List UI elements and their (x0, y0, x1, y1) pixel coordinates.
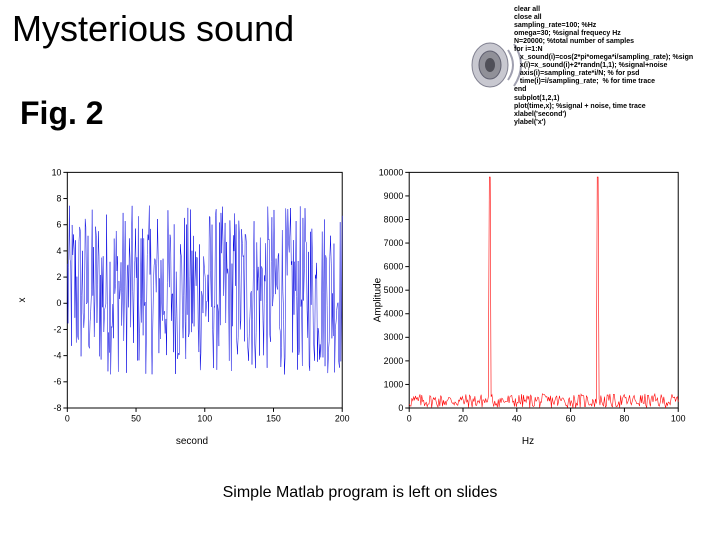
svg-text:1000: 1000 (384, 379, 404, 389)
svg-text:80: 80 (620, 414, 630, 424)
figure-label: Fig. 2 (20, 95, 104, 132)
svg-text:8: 8 (56, 193, 61, 203)
svg-text:100: 100 (197, 414, 212, 424)
svg-text:10: 10 (52, 167, 62, 177)
svg-text:-4: -4 (54, 351, 62, 361)
page-title: Mysterious sound (12, 8, 294, 50)
svg-text:5000: 5000 (384, 285, 404, 295)
svg-text:-6: -6 (54, 377, 62, 387)
svg-text:60: 60 (566, 414, 576, 424)
code-listing: clear all close all sampling_rate=100; %… (514, 6, 714, 127)
charts-container: 050100150200-8-6-4-20246810 x second 020… (30, 155, 690, 445)
svg-text:4000: 4000 (384, 309, 404, 319)
right-xlabel: Hz (522, 436, 534, 447)
svg-text:-8: -8 (54, 403, 62, 413)
caption-text: Simple Matlab program is left on slides (223, 484, 498, 502)
svg-text:20: 20 (458, 414, 468, 424)
svg-text:9000: 9000 (384, 191, 404, 201)
svg-text:50: 50 (131, 414, 141, 424)
left-xlabel: second (176, 436, 208, 447)
svg-text:10000: 10000 (379, 167, 404, 177)
svg-text:150: 150 (266, 414, 281, 424)
svg-text:2: 2 (56, 272, 61, 282)
svg-text:0: 0 (398, 403, 403, 413)
svg-text:0: 0 (407, 414, 412, 424)
time-trace-chart: 050100150200-8-6-4-20246810 x second (30, 155, 354, 445)
svg-text:7000: 7000 (384, 238, 404, 248)
svg-text:100: 100 (671, 414, 686, 424)
svg-text:0: 0 (56, 298, 61, 308)
svg-text:6000: 6000 (384, 262, 404, 272)
psd-chart: 0204060801000100020003000400050006000700… (366, 155, 690, 445)
svg-text:6: 6 (56, 220, 61, 230)
right-ylabel: Amplitude (373, 278, 384, 322)
svg-text:3000: 3000 (384, 332, 404, 342)
svg-text:-2: -2 (54, 324, 62, 334)
svg-text:4: 4 (56, 246, 61, 256)
svg-text:200: 200 (335, 414, 350, 424)
svg-text:40: 40 (512, 414, 522, 424)
svg-text:8000: 8000 (384, 214, 404, 224)
svg-text:0: 0 (65, 414, 70, 424)
left-ylabel: x (17, 298, 28, 303)
svg-text:2000: 2000 (384, 356, 404, 366)
